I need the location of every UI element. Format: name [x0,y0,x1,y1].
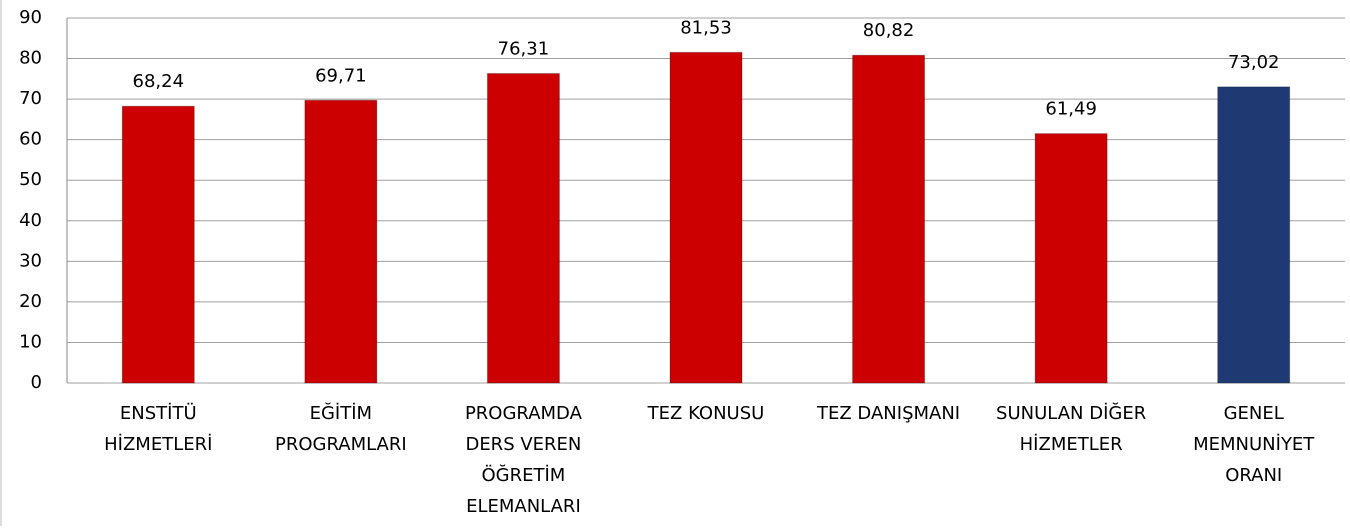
x-tick-label: PROGRAMLARI [275,434,407,455]
x-tick-label: ENSTİTÜ [120,402,197,424]
x-tick-label: MEMNUNİYET [1193,434,1315,455]
y-tick-label: 0 [31,372,42,393]
value-label: 61,49 [1045,99,1097,120]
bar [669,51,743,384]
y-tick-label: 60 [19,129,42,150]
x-tick-label: PROGRAMDA [465,403,583,424]
value-label: 76,31 [498,39,550,60]
bar [1034,133,1108,384]
y-tick-label: 30 [19,250,42,271]
value-label: 81,53 [680,17,732,38]
x-tick-label: ELEMANLARI [466,496,581,517]
x-tick-label: ORANI [1225,465,1282,486]
x-tick-label: GENEL [1224,403,1284,424]
x-tick-label: TEZ DANIŞMANI [816,403,960,424]
x-tick-label: ÖĞRETİM [482,464,566,486]
y-tick-label: 70 [19,88,42,109]
x-tick-label: EĞİTİM [310,402,372,424]
x-tick-label: DERS VEREN [465,434,581,455]
y-tick-label: 80 [19,48,42,69]
y-tick-label: 40 [19,210,42,231]
x-tick-label: SUNULAN DİĞER [996,402,1146,424]
bar [486,73,560,384]
x-tick-label: HİZMETLERİ [104,434,212,455]
value-label: 73,02 [1228,52,1280,73]
bar [1217,86,1291,384]
value-label: 68,24 [133,71,185,92]
y-tick-label: 90 [19,7,42,28]
bar [304,99,378,384]
bar [852,54,926,384]
y-tick-label: 10 [19,331,42,352]
y-tick-label: 20 [19,291,42,312]
y-tick-label: 50 [19,169,42,190]
value-label: 69,71 [315,65,367,86]
x-tick-label: TEZ KONUSU [647,403,765,424]
bar [121,105,195,384]
value-label: 80,82 [863,20,915,41]
x-tick-label: HİZMETLER [1020,434,1123,455]
